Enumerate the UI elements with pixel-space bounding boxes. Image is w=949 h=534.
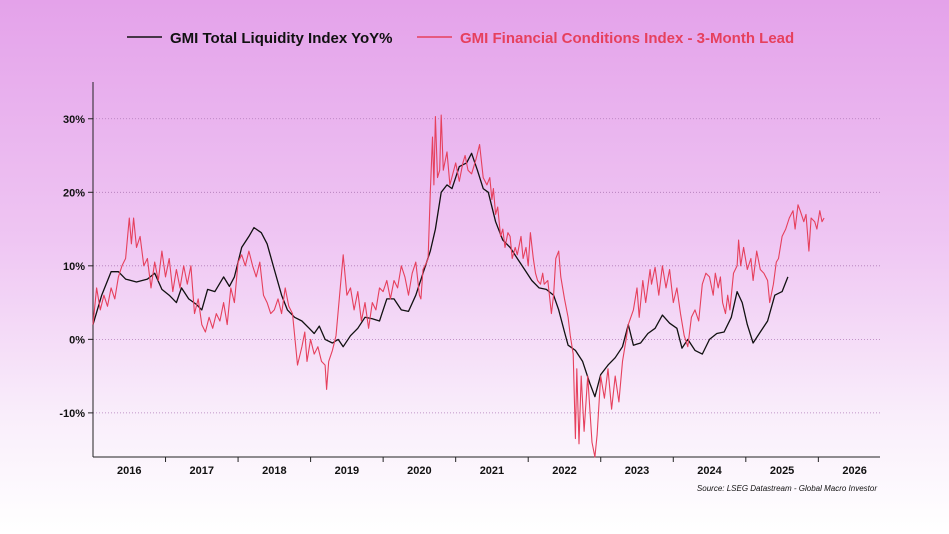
x-tick-label: 2022 — [552, 465, 576, 477]
grid — [93, 118, 880, 414]
axes: 30% 20% 10% 0% -10% 2016 2017 2018 2019 2020 2021 2… — [59, 82, 880, 477]
legend-label-liquidity: GMI Total Liquidity Index YoY% — [170, 30, 393, 47]
x-tick-label: 2021 — [480, 465, 504, 477]
x-tick-label: 2016 — [117, 465, 141, 477]
series-liquidity-line — [92, 152, 789, 398]
x-tick-label: 2019 — [335, 465, 359, 477]
y-tick-label: 10% — [63, 261, 85, 273]
y-tick-label: 30% — [63, 114, 85, 126]
series-financial-conditions-line — [92, 114, 825, 458]
x-tick-label: 2026 — [842, 465, 866, 477]
x-tick-label: 2018 — [262, 465, 286, 477]
x-tick-label: 2023 — [625, 465, 649, 477]
x-tick-label: 2024 — [697, 465, 722, 477]
x-tick-label: 2020 — [407, 465, 431, 477]
y-tick-label: 20% — [63, 187, 85, 199]
series-lines — [92, 114, 825, 458]
x-tick-label: 2017 — [190, 465, 214, 477]
y-tick-label: 0% — [69, 334, 85, 346]
y-tick-label: -10% — [59, 408, 85, 420]
legend: GMI Total Liquidity Index YoY% GMI Finan… — [127, 30, 794, 47]
x-tick-label: 2025 — [770, 465, 794, 477]
legend-label-financial-conditions: GMI Financial Conditions Index - 3-Month… — [460, 30, 794, 47]
source-note: Source: LSEG Datastream - Global Macro I… — [697, 484, 877, 493]
